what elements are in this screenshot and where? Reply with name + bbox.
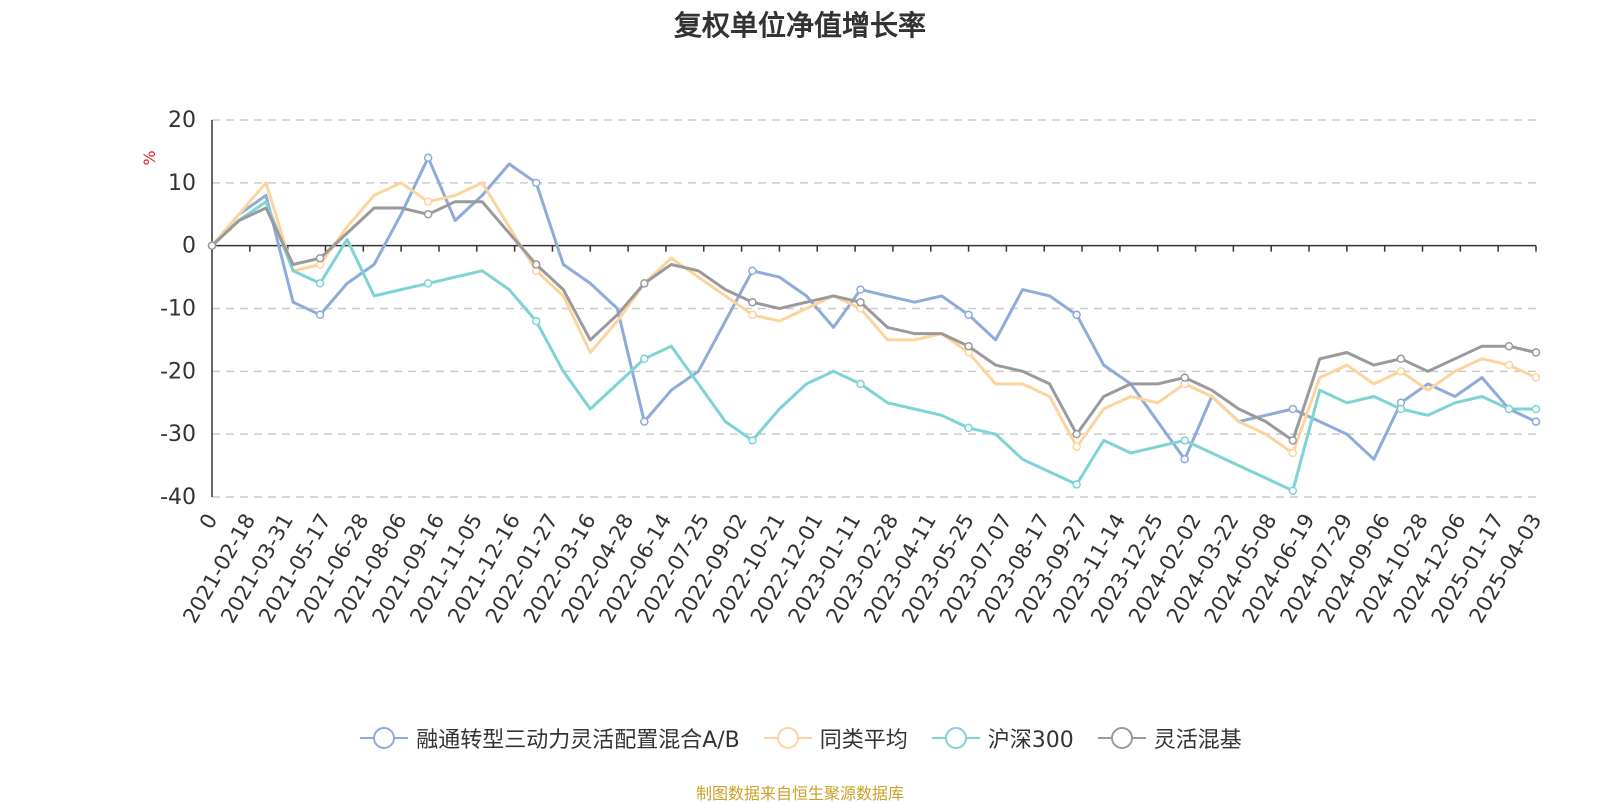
legend-swatch [360,727,409,749]
series-line-0 [210,156,1537,461]
y-tick-label: 0 [182,234,196,259]
legend-label: 同类平均 [819,728,908,753]
series-point [856,379,865,389]
series-point [315,310,325,320]
series-point [1072,310,1081,320]
y-tick-label: -20 [160,359,196,384]
source-note: 制图数据来自恒生聚源数据库 [695,784,904,803]
series-point [1396,354,1406,364]
series-point [640,279,649,288]
series-point [1180,373,1189,382]
series-point [1288,448,1298,458]
series-point [1396,404,1406,414]
series-point [207,241,217,250]
series-point [423,197,433,206]
series-point [1396,367,1406,376]
series-point [1072,480,1081,489]
series-point [964,310,973,320]
series-point [1504,341,1514,351]
chart-title: 复权单位净值增长率 [673,9,926,42]
y-axis-label: % [140,150,159,165]
series-point [423,153,433,162]
series-point [1504,404,1514,414]
legend-label: 融通转型三动力灵活配置混合A/B [416,728,740,753]
y-tick-label: 20 [168,108,196,133]
legend-label: 沪深300 [987,728,1074,753]
legend-item[interactable]: 灵活混基 [1096,722,1242,754]
series-point [1504,360,1514,370]
y-tick-label: -10 [160,297,196,322]
series-point [748,436,757,445]
series-point [1531,373,1541,382]
series-point [1180,436,1189,445]
series-point [315,253,325,263]
series-lines [207,153,1541,495]
legend-item[interactable]: 沪深300 [930,722,1074,754]
legend-marker [1110,727,1133,749]
series-point [1072,442,1081,451]
series-line-1 [210,181,1537,455]
series-line-3 [210,200,1537,442]
legend-item[interactable]: 同类平均 [762,722,908,754]
legend-swatch [931,727,980,749]
series-point [1072,429,1081,439]
x-tick-label: 0 [195,510,222,534]
series-point [640,354,649,364]
series-point [964,341,973,351]
series-point [423,279,433,288]
series-point [1531,417,1541,426]
series-point [1531,404,1541,414]
series-point [748,297,757,307]
series-point [640,417,649,426]
legend-marker [944,727,967,749]
series-point [423,210,433,219]
series-point [531,178,541,188]
series-point [748,310,757,320]
legend-label: 灵活混基 [1153,728,1242,753]
series-point [531,260,541,269]
series-point [964,423,973,433]
chart-legend: 融通转型三动力灵活配置混合A/B 同类平均 沪深300 灵活混基 [0,722,1600,754]
series-line-2 [210,200,1536,493]
legend-swatch [1097,727,1146,749]
series-point [315,279,325,288]
legend-marker [776,727,799,749]
y-tick-label: 10 [168,171,196,196]
legend-marker [373,727,396,749]
series-point [1531,348,1541,357]
y-tick-label: -40 [160,485,196,510]
series-point [1180,455,1189,464]
legend-swatch [763,727,812,749]
series-point [856,285,865,294]
series-point [748,266,757,276]
y-tick-label: -30 [160,422,196,447]
series-point [1288,436,1298,445]
series-point [1288,486,1298,495]
series-point [856,297,865,307]
grid-lines [212,119,1536,498]
legend-item[interactable]: 融通转型三动力灵活配置混合A/B [358,722,740,754]
series-point [531,316,541,326]
series-point [1288,404,1298,414]
